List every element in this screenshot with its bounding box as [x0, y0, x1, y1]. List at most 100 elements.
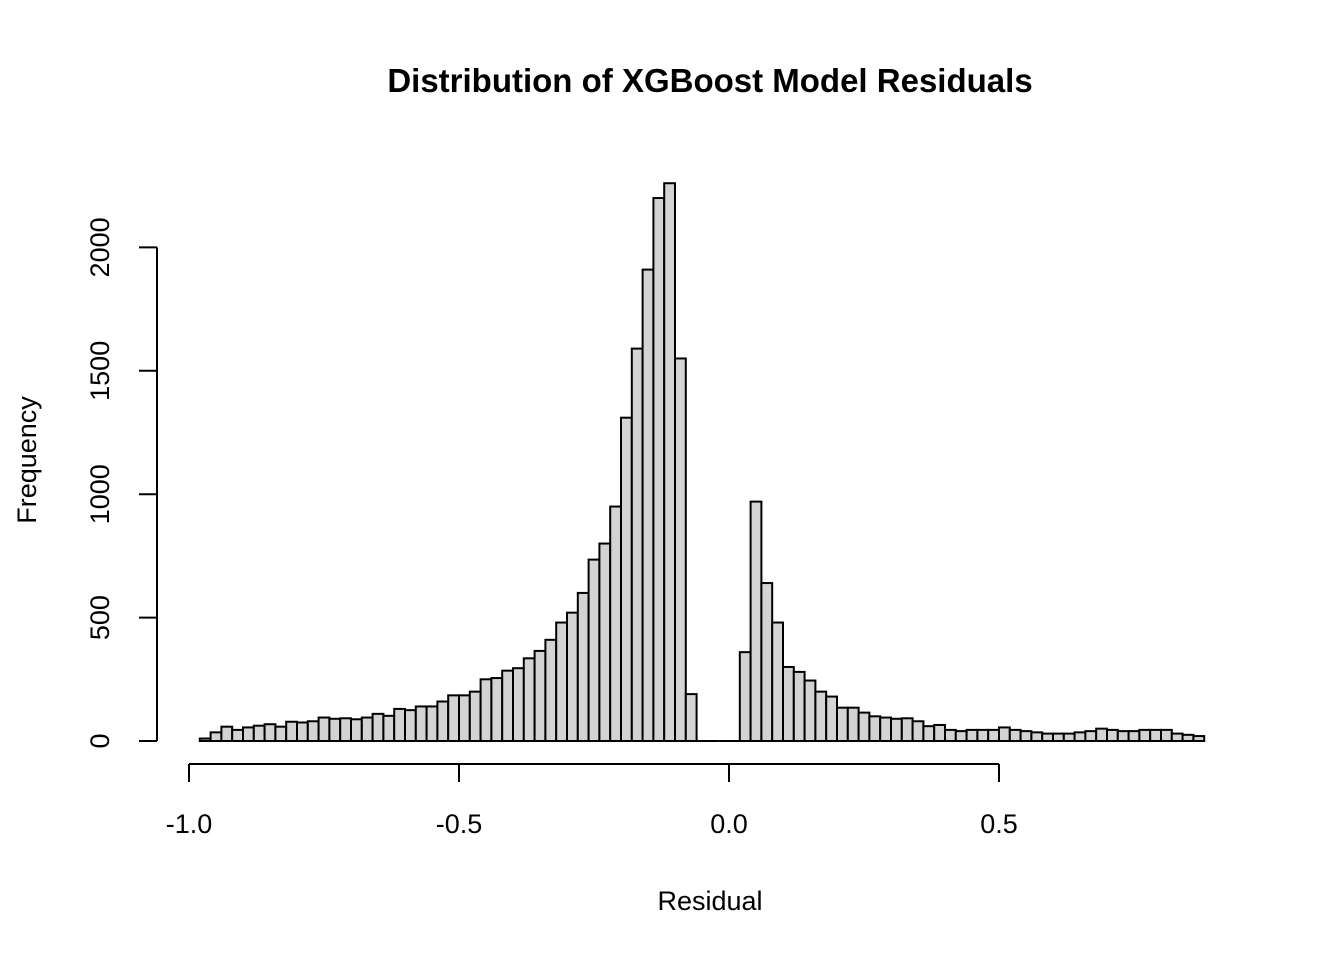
histogram-bar: [285, 720, 299, 742]
histogram-bar: [1192, 735, 1206, 743]
histogram-bar: [1138, 728, 1152, 742]
histogram-bar: [436, 700, 450, 743]
y-axis: 0 500 1000 1500 2000: [85, 217, 158, 749]
histogram-bar: [1181, 733, 1195, 743]
histogram-bar: [933, 723, 947, 743]
histogram-bar: [468, 690, 482, 743]
x-tick-label: 0.0: [710, 809, 748, 839]
histogram-bar: [350, 718, 363, 743]
histogram-bar: [771, 621, 785, 743]
histogram-bar: [868, 715, 882, 743]
histogram-bar: [652, 197, 666, 743]
histogram-bar: [836, 706, 849, 743]
x-tick-label: 0.5: [980, 809, 1018, 839]
histogram-bar: [209, 731, 223, 742]
histogram-bar: [296, 721, 309, 742]
y-tick-label: 1500: [85, 341, 115, 401]
histogram-bar: [1149, 728, 1162, 742]
histogram-bar: [976, 728, 990, 742]
histogram-bar: [490, 677, 504, 742]
histogram-bar: [339, 717, 353, 742]
x-axis: -1.0 -0.5 0.0 0.5: [166, 763, 1018, 839]
histogram-bar: [360, 716, 374, 743]
histogram-bar: [544, 638, 558, 743]
histogram-bar: [576, 591, 590, 742]
histogram-bar: [684, 693, 698, 742]
x-axis-label: Residual: [657, 886, 762, 916]
histogram-bar: [1095, 727, 1108, 742]
histogram-bar: [674, 357, 687, 742]
histogram-bar: [890, 717, 903, 743]
histogram-bar: [814, 690, 828, 743]
histogram-bar: [825, 695, 839, 742]
histogram-bar: [749, 500, 763, 742]
y-tick-label: 0: [85, 733, 115, 748]
histogram-bar: [1084, 730, 1098, 742]
y-tick-label: 1000: [85, 464, 115, 524]
histogram-bar: [1106, 728, 1119, 742]
bars-group: [198, 182, 1206, 743]
histogram-bar: [609, 505, 623, 743]
x-tick-label: -1.0: [166, 809, 213, 839]
histogram-bar: [404, 709, 417, 743]
histogram-bar: [738, 651, 752, 742]
histogram-bar: [501, 669, 515, 742]
histogram-bar: [252, 724, 266, 743]
histogram-bar: [479, 678, 493, 742]
histogram-bar: [242, 726, 255, 743]
histogram-bar: [328, 717, 342, 743]
histogram-bar: [998, 726, 1011, 743]
histogram-bar: [425, 705, 439, 742]
histogram-bar: [879, 716, 893, 743]
histogram-bar: [663, 182, 677, 742]
histogram-bar: [987, 728, 1001, 742]
histogram-bar: [1019, 730, 1033, 742]
histogram-bar: [803, 679, 817, 742]
histogram-bar: [382, 714, 396, 743]
histogram-bar: [1062, 732, 1076, 743]
histogram-bar: [447, 694, 461, 742]
histogram-bar: [1073, 731, 1087, 742]
histogram-bar: [220, 725, 234, 743]
histogram-bar: [760, 582, 774, 742]
histogram-bar: [1030, 731, 1044, 742]
histogram-bar: [922, 725, 936, 743]
y-tick-label: 500: [85, 595, 115, 640]
y-tick-label: 2000: [85, 217, 115, 277]
histogram-bar: [458, 694, 471, 742]
histogram-bar: [598, 542, 612, 742]
histogram-bar: [1127, 730, 1141, 742]
histogram-bar: [792, 670, 806, 742]
x-tick-label: -0.5: [436, 809, 483, 839]
histogram-bar: [198, 737, 212, 742]
histogram-bar: [1041, 732, 1054, 743]
histogram-bar: [231, 728, 244, 742]
histogram-bar: [857, 711, 871, 742]
histogram-bar: [317, 716, 331, 743]
y-axis-label: Frequency: [12, 396, 42, 524]
histogram-bar: [965, 728, 979, 742]
histogram-bar: [555, 621, 569, 743]
histogram-bar: [414, 705, 428, 742]
histogram-bar: [944, 728, 957, 742]
histogram-bar: [900, 717, 914, 742]
histogram-bar: [306, 720, 320, 742]
histogram-bar: [1116, 730, 1130, 742]
chart-title: Distribution of XGBoost Model Residuals: [387, 62, 1032, 99]
histogram-bar: [954, 730, 968, 742]
histogram-bar: [566, 611, 579, 742]
histogram-bar: [371, 712, 385, 742]
histogram-bar: [587, 558, 601, 742]
histogram-bar: [533, 649, 547, 743]
histogram-bar: [274, 725, 288, 743]
histogram-bar: [522, 657, 536, 743]
histogram-bar: [1052, 732, 1065, 743]
histogram-bar: [846, 706, 860, 743]
histogram-bar: [512, 667, 525, 742]
histogram-bar: [393, 707, 407, 743]
histogram-bar: [911, 720, 925, 742]
histogram-bar: [620, 416, 633, 742]
histogram-bar: [1008, 728, 1022, 742]
